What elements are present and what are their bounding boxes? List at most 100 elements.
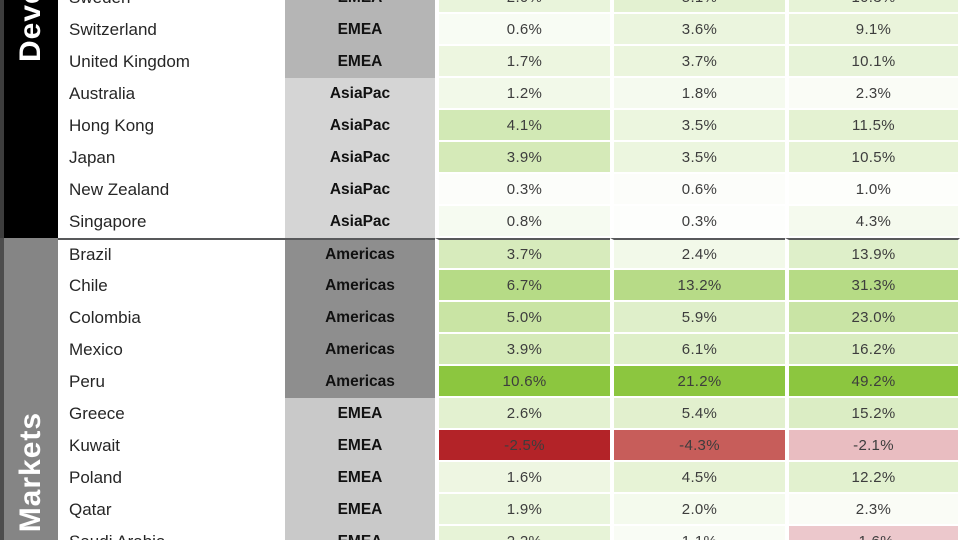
value-cell: 9.1% xyxy=(785,14,960,46)
value-cell: 2.0% xyxy=(610,494,785,526)
value-cell: 1.0% xyxy=(785,174,960,206)
region-cell: EMEA xyxy=(285,526,435,540)
table-row: Japan AsiaPac 3.9% 3.5% 10.5% xyxy=(0,142,960,174)
country-cell: Hong Kong xyxy=(58,110,285,142)
table-row: New Zealand AsiaPac 0.3% 0.6% 1.0% xyxy=(0,174,960,206)
value-cell: 23.0% xyxy=(785,302,960,334)
value-cell: 1.6% xyxy=(435,462,610,494)
country-cell: Colombia xyxy=(58,302,285,334)
country-cell: Peru xyxy=(58,366,285,398)
country-cell: Saudi Arabia xyxy=(58,526,285,540)
developed-group-band xyxy=(0,0,58,238)
value-cell: -1.6% xyxy=(785,526,960,540)
value-cell: 2.2% xyxy=(435,526,610,540)
region-cell: EMEA xyxy=(285,14,435,46)
value-cell: 3.9% xyxy=(435,334,610,366)
value-cell: 4.3% xyxy=(785,206,960,238)
value-cell: 5.0% xyxy=(435,302,610,334)
region-cell: Americas xyxy=(285,334,435,366)
table-row: Hong Kong AsiaPac 4.1% 3.5% 11.5% xyxy=(0,110,960,142)
region-cell: EMEA xyxy=(285,462,435,494)
table-row: Mexico Americas 3.9% 6.1% 16.2% xyxy=(0,334,960,366)
value-cell: 13.9% xyxy=(785,238,960,270)
value-cell: 3.5% xyxy=(610,110,785,142)
value-cell: 0.3% xyxy=(435,174,610,206)
region-cell: EMEA xyxy=(285,398,435,430)
region-cell: Americas xyxy=(285,366,435,398)
value-cell: 10.5% xyxy=(785,142,960,174)
table-row: Chile Americas 6.7% 13.2% 31.3% xyxy=(0,270,960,302)
region-cell: EMEA xyxy=(285,430,435,462)
value-cell: 0.6% xyxy=(610,174,785,206)
table-row: Peru Americas 10.6% 21.2% 49.2% xyxy=(0,366,960,398)
value-cell: 1.2% xyxy=(435,78,610,110)
value-cell: 2.0% xyxy=(435,0,610,14)
value-cell: 5.1% xyxy=(610,0,785,14)
value-cell: 3.7% xyxy=(435,238,610,270)
value-cell: 11.5% xyxy=(785,110,960,142)
table-row: Brazil Americas 3.7% 2.4% 13.9% xyxy=(0,238,960,270)
value-cell: 3.5% xyxy=(610,142,785,174)
table-row: Colombia Americas 5.0% 5.9% 23.0% xyxy=(0,302,960,334)
value-cell: 1.1% xyxy=(610,526,785,540)
table-row: Poland EMEA 1.6% 4.5% 12.2% xyxy=(0,462,960,494)
region-cell: AsiaPac xyxy=(285,78,435,110)
value-cell: 5.4% xyxy=(610,398,785,430)
value-cell: 4.5% xyxy=(610,462,785,494)
value-cell: 0.8% xyxy=(435,206,610,238)
region-cell: Americas xyxy=(285,270,435,302)
value-cell: 10.1% xyxy=(785,46,960,78)
value-cell: 3.6% xyxy=(610,14,785,46)
country-cell: Greece xyxy=(58,398,285,430)
region-cell: AsiaPac xyxy=(285,110,435,142)
value-cell: 12.2% xyxy=(785,462,960,494)
value-cell: 10.3% xyxy=(785,0,960,14)
region-cell: EMEA xyxy=(285,46,435,78)
country-cell: Sweden xyxy=(58,0,285,14)
country-cell: Kuwait xyxy=(58,430,285,462)
value-cell: 6.1% xyxy=(610,334,785,366)
value-cell: 31.3% xyxy=(785,270,960,302)
country-cell: Switzerland xyxy=(58,14,285,46)
value-cell: 15.2% xyxy=(785,398,960,430)
emerging-group-band xyxy=(0,238,58,540)
value-cell: 6.7% xyxy=(435,270,610,302)
table-row: Kuwait EMEA -2.5% -4.3% -2.1% xyxy=(0,430,960,462)
region-cell: AsiaPac xyxy=(285,142,435,174)
value-cell: 5.9% xyxy=(610,302,785,334)
country-cell: Qatar xyxy=(58,494,285,526)
value-cell: 2.6% xyxy=(435,398,610,430)
value-cell: 0.3% xyxy=(610,206,785,238)
country-cell: New Zealand xyxy=(58,174,285,206)
value-cell: 1.8% xyxy=(610,78,785,110)
value-cell: 10.6% xyxy=(435,366,610,398)
country-cell: Brazil xyxy=(58,238,285,270)
table-row: SwedenEMEA2.0%5.1%10.3% xyxy=(0,0,960,14)
value-cell: -2.1% xyxy=(785,430,960,462)
country-cell: Singapore xyxy=(58,206,285,238)
region-cell: AsiaPac xyxy=(285,206,435,238)
value-cell: 0.6% xyxy=(435,14,610,46)
value-cell: 21.2% xyxy=(610,366,785,398)
value-cell: 2.3% xyxy=(785,494,960,526)
country-cell: Mexico xyxy=(58,334,285,366)
region-cell: EMEA xyxy=(285,0,435,14)
value-cell: 1.9% xyxy=(435,494,610,526)
value-cell: -4.3% xyxy=(610,430,785,462)
table-row: United Kingdom EMEA 1.7% 3.7% 10.1% xyxy=(0,46,960,78)
region-cell: AsiaPac xyxy=(285,174,435,206)
country-cell: Poland xyxy=(58,462,285,494)
region-cell: Americas xyxy=(285,302,435,334)
value-cell: 1.7% xyxy=(435,46,610,78)
value-cell: -2.5% xyxy=(435,430,610,462)
value-cell: 49.2% xyxy=(785,366,960,398)
region-cell: Americas xyxy=(285,238,435,270)
value-cell: 16.2% xyxy=(785,334,960,366)
country-cell: Australia xyxy=(58,78,285,110)
value-cell: 3.7% xyxy=(610,46,785,78)
table-row: Australia AsiaPac 1.2% 1.8% 2.3% xyxy=(0,78,960,110)
table-row: Switzerland EMEA 0.6% 3.6% 9.1% xyxy=(0,14,960,46)
table-row: Greece EMEA 2.6% 5.4% 15.2% xyxy=(0,398,960,430)
